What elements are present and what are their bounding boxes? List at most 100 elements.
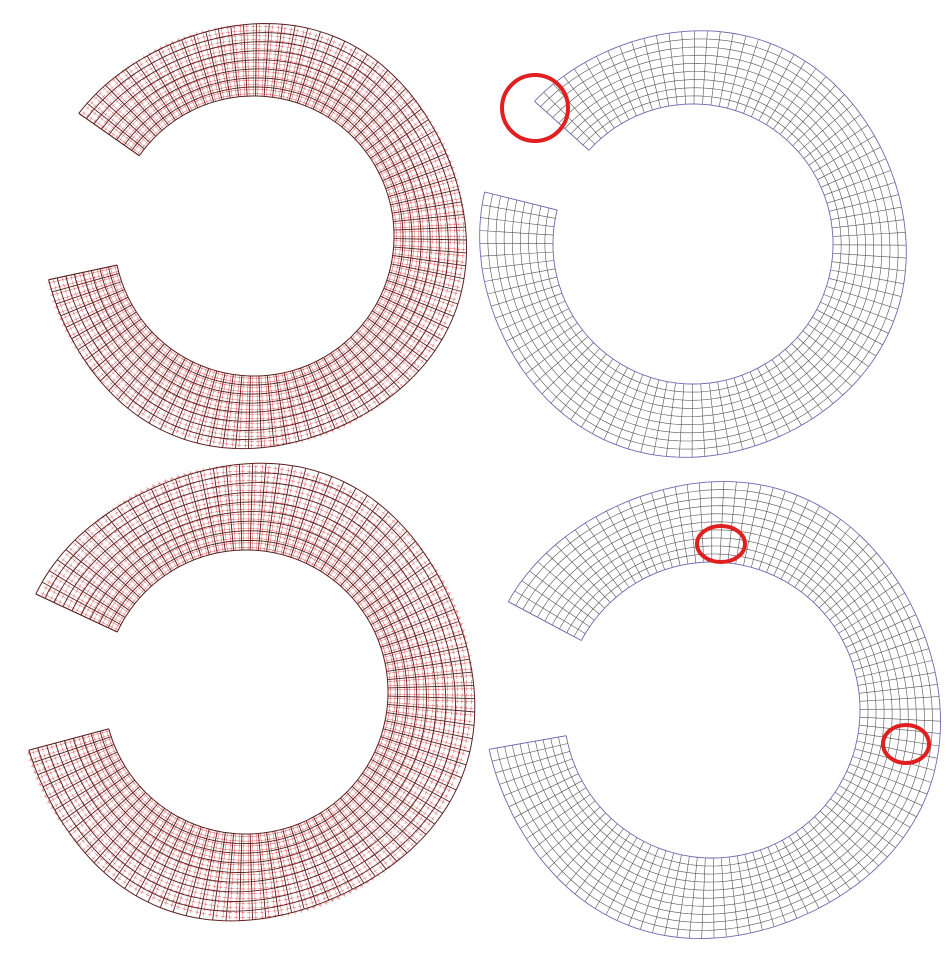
cross-field-tick xyxy=(103,333,108,337)
cross-field-tick xyxy=(389,808,394,813)
cross-field-tick xyxy=(330,817,335,822)
cross-field-tick xyxy=(144,837,149,842)
cross-field-tick xyxy=(353,104,358,109)
cross-field-tick xyxy=(383,784,388,789)
cross-field-tick xyxy=(427,185,433,190)
cross-field-tick xyxy=(172,418,177,423)
cross-field-tick xyxy=(232,29,237,34)
cross-field-tick xyxy=(230,397,235,402)
cross-field-tick xyxy=(401,215,407,221)
cross-field-tick xyxy=(434,317,439,322)
cross-field-tick xyxy=(284,81,289,86)
cross-field-tick xyxy=(218,381,223,386)
cross-field-tick xyxy=(321,551,326,556)
cross-field-tick xyxy=(286,857,291,862)
cross-field-tick xyxy=(313,52,319,57)
cross-field-tick xyxy=(207,56,212,61)
cross-field-tick xyxy=(178,391,183,396)
cross-field-tick xyxy=(130,807,134,812)
cross-field-tick xyxy=(273,383,278,388)
cross-field-tick xyxy=(378,820,383,825)
cross-field-tick xyxy=(284,49,290,54)
cross-field-tick xyxy=(73,274,79,279)
cross-field-tick xyxy=(276,25,281,30)
cross-field-tick xyxy=(228,374,234,379)
cross-field-tick xyxy=(270,74,276,80)
cross-field-tick xyxy=(191,362,197,368)
cross-field-tick xyxy=(405,348,410,353)
cross-field-tick xyxy=(443,246,448,251)
cross-field-tick xyxy=(251,516,256,522)
cross-field-tick xyxy=(370,586,375,591)
cross-field-tick xyxy=(102,292,108,297)
cross-field-tick xyxy=(131,122,135,126)
cross-field-tick xyxy=(240,64,246,70)
cross-field-tick xyxy=(425,244,430,250)
cross-field-tick xyxy=(158,82,163,87)
cross-field-tick xyxy=(305,413,311,418)
cross-field-tick xyxy=(301,367,306,372)
cross-field-tick xyxy=(181,50,186,56)
cross-field-tick xyxy=(308,50,313,55)
cross-field-tick xyxy=(335,825,340,830)
cross-field-tick xyxy=(346,77,351,82)
cross-field-tick xyxy=(424,740,429,746)
cross-field-tick xyxy=(312,372,318,377)
cross-field-tick xyxy=(349,361,354,365)
cross-field-tick xyxy=(413,183,418,189)
cross-field-tick xyxy=(114,360,118,365)
cross-field-tick xyxy=(225,866,231,872)
cross-field-tick xyxy=(390,282,395,287)
cross-field-tick xyxy=(412,652,418,657)
cross-field-tick xyxy=(378,813,383,818)
cross-field-tick xyxy=(387,328,391,333)
cross-field-tick xyxy=(272,61,277,66)
cross-field-tick xyxy=(244,407,250,412)
cross-field-tick xyxy=(150,345,154,350)
cross-field-tick xyxy=(260,402,265,408)
cross-field-tick xyxy=(121,783,126,788)
cross-field-tick xyxy=(384,315,389,320)
cross-field-tick xyxy=(185,88,190,93)
cross-field-tick xyxy=(410,117,415,122)
cross-field-tick xyxy=(380,788,385,793)
cross-field-tick xyxy=(173,368,178,373)
cross-field-tick xyxy=(193,397,198,402)
cross-field-tick xyxy=(353,358,358,362)
cross-field-tick xyxy=(433,189,439,194)
cross-field-tick xyxy=(116,302,122,307)
cross-field-tick xyxy=(334,75,339,81)
cross-field-tick xyxy=(390,771,396,777)
cross-field-tick xyxy=(224,373,229,378)
cross-field-tick xyxy=(268,388,274,394)
cross-field-tick xyxy=(402,225,408,230)
cross-field-tick xyxy=(437,332,442,337)
cross-field-tick xyxy=(361,338,366,343)
cross-field-tick xyxy=(423,186,428,191)
cross-field-tick xyxy=(146,73,151,78)
cross-field-tick xyxy=(245,51,250,56)
cross-field-tick xyxy=(368,137,373,142)
cross-field-tick xyxy=(337,567,342,572)
cross-field-tick xyxy=(138,552,143,557)
cross-field-tick xyxy=(425,735,430,741)
cross-field-tick xyxy=(305,512,310,518)
cross-field-tick xyxy=(354,804,359,808)
cross-field-tick xyxy=(337,812,342,817)
cross-field-tick xyxy=(326,532,331,537)
cross-field-tick xyxy=(370,378,375,383)
cross-field-tick xyxy=(354,810,359,815)
cross-field-tick xyxy=(68,739,73,744)
cross-field-tick xyxy=(407,195,412,201)
cross-field-tick xyxy=(201,91,207,96)
cross-field-tick xyxy=(99,585,104,590)
cross-field-tick xyxy=(130,586,135,590)
cross-field-tick xyxy=(109,566,114,571)
cross-field-tick xyxy=(387,191,393,197)
cross-field-tick xyxy=(297,844,302,849)
cross-field-tick xyxy=(374,314,379,319)
cross-field-tick xyxy=(123,314,128,319)
cross-field-tick xyxy=(430,708,435,714)
cross-field-tick xyxy=(316,360,322,365)
cross-field-tick xyxy=(302,48,308,54)
